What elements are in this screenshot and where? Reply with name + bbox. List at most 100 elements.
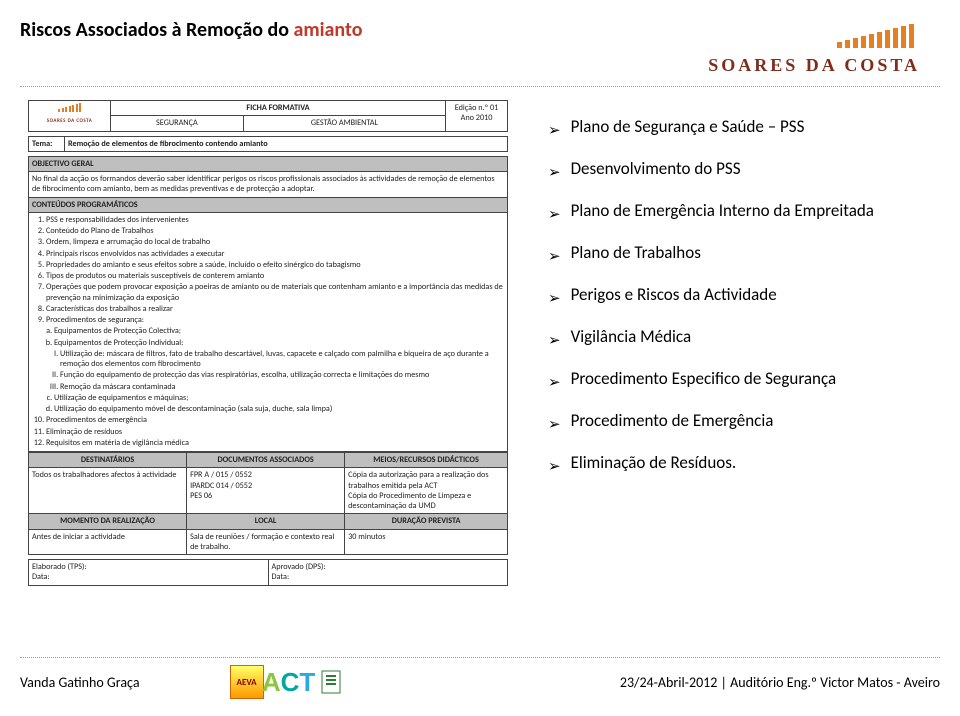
list-item: Tipos de produtos ou materiais susceptív… [46, 271, 504, 281]
meio-item: Cópia do Procedimento de Limpeza e desco… [348, 491, 471, 511]
doc-item: PES 06 [190, 491, 212, 501]
list-item: Remoção da máscara contaminada [60, 382, 504, 392]
tiny-logo-text: SOARES DA COSTA [47, 118, 93, 124]
bullet-item: ➢ Procedimento Especifico de Segurança [548, 362, 928, 398]
list-item: Utilização do equipamento móvel de desco… [54, 404, 504, 414]
list-item: Características dos trabalhos a realizar [46, 304, 504, 314]
soares-da-costa-logo: SOARES DA COSTA [660, 22, 920, 76]
list-item: Equipamentos de Protecção Individual: [54, 338, 504, 348]
list-item: Utilização de: máscara de filtros, fato … [60, 349, 504, 370]
header: Riscos Associados à Remoção do amianto S… [20, 18, 940, 78]
logo-bars-icon [837, 22, 914, 48]
list-item: Procedimentos de segurança: [46, 315, 504, 325]
list-item: Procedimentos de emergência [46, 415, 504, 425]
chevron-icon: ➢ [548, 116, 561, 146]
list-item: Utilização de equipamentos e máquinas; [54, 393, 504, 403]
bullet-item: ➢ Procedimento de Emergência [548, 404, 928, 440]
list-item: Ordem, limpeza e arrumação do local de t… [46, 237, 504, 247]
bullet-list: ➢Plano de Segurança e Saúde – PSS ➢Desen… [548, 110, 928, 488]
list-item: Principais riscos envolvidos nas activid… [46, 249, 504, 259]
bullet-text: Plano de Emergência Interno da Empreitad… [571, 194, 874, 228]
chevron-icon: ➢ [548, 368, 561, 398]
bullet-item: ➢Plano de Trabalhos [548, 236, 928, 272]
objectivo-title: OBJECTIVO GERAL [29, 156, 508, 171]
elaborado: Elaborado (TPS):Data: [29, 560, 269, 586]
seguranca-label: SEGURANÇA [111, 116, 244, 131]
title-prefix: Riscos Associados à Remoção do [20, 18, 294, 42]
meios-title: MEIOS/RECURSOS DIDÁCTICOS [345, 453, 508, 468]
list-item: PSS e responsabilidades dos intervenient… [46, 215, 504, 225]
bullet-text: Procedimento Especifico de Segurança [571, 362, 837, 396]
page-title: Riscos Associados à Remoção do amianto [20, 18, 362, 42]
form-header-table: SOARES DA COSTA FICHA FORMATIVA Edição n… [28, 100, 508, 132]
bullet-item: ➢Plano de Segurança e Saúde – PSS [548, 110, 928, 146]
ficha-title: FICHA FORMATIVA [111, 101, 446, 116]
dest-text: Todos os trabalhadores afectos à activid… [29, 468, 187, 514]
chevron-icon: ➢ [548, 326, 561, 356]
aprov-label: Aprovado (DPS): [272, 562, 326, 572]
bullet-text: Procedimento de Emergência [571, 404, 774, 438]
bullet-text: Vigilância Médica [571, 320, 692, 354]
conteudos-list-2: Procedimentos de emergência Eliminação d… [32, 415, 504, 448]
ficha-formativa-sheet: SOARES DA COSTA FICHA FORMATIVA Edição n… [28, 100, 508, 586]
bullet-item: ➢Desenvolvimento do PSS [548, 152, 928, 188]
objectivo-text: No final da acção os formandos deverão s… [29, 172, 508, 198]
meio-item: Cópia da autorização para a realização d… [348, 470, 488, 490]
chevron-icon: ➢ [548, 452, 561, 482]
ua-logo-icon [314, 665, 348, 699]
data-label: Data: [32, 572, 50, 582]
act-logo-icon: ACT [272, 665, 306, 699]
chevron-icon: ➢ [548, 200, 561, 230]
aeva-logo-icon: AEVA [230, 665, 264, 699]
tema-label: Tema: [29, 136, 65, 151]
sublist-roman: Utilização de: máscara de filtros, fato … [32, 349, 504, 392]
list-item: Requisitos em matéria de vigilância médi… [46, 438, 504, 448]
bullet-text: Eliminação de Resíduos. [571, 446, 737, 480]
chevron-icon: ➢ [548, 284, 561, 314]
footer-date-venue: 23/24-Abril-2012 | Auditório Eng.º Victo… [620, 674, 940, 691]
list-item: Propriedades do amianto e seus efeitos s… [46, 260, 504, 270]
conteudos-list: PSS e responsabilidades dos intervenient… [32, 215, 504, 326]
footer-logos: AEVA ACT [230, 665, 348, 699]
tema-text: Remoção de elementos de fibrocimento con… [65, 136, 508, 151]
list-item: Conteúdo do Plano de Trabalhos [46, 226, 504, 236]
dur-text: 30 minutos [345, 529, 508, 555]
dur-title: DURAÇÃO PREVISTA [345, 514, 508, 529]
footer: Vanda Gatinho Graça AEVA ACT 23/24-Abril… [20, 662, 940, 702]
local-title: LOCAL [187, 514, 345, 529]
conteudos-title: CONTEÚDOS PROGRAMÁTICOS [29, 197, 508, 212]
aprovado: Aprovado (DPS):Data: [268, 560, 508, 586]
doc-item: FPR A / 015 / 0552 [190, 470, 252, 480]
bullet-text: Desenvolvimento do PSS [571, 152, 741, 186]
momento-text: Antes de iniciar a actividade [29, 529, 187, 555]
momento-title: MOMENTO DA REALIZAÇÃO [29, 514, 187, 529]
title-highlight: amianto [294, 18, 363, 42]
chevron-icon: ➢ [548, 410, 561, 440]
logo-text: SOARES DA COSTA [660, 55, 920, 76]
elab-label: Elaborado (TPS): [32, 562, 87, 572]
bullet-item: ➢ Eliminação de Resíduos. [548, 446, 928, 482]
bullet-item: ➢ Plano de Emergência Interno da Empreita… [548, 194, 928, 230]
edicao: Edição n.º 01 [455, 103, 499, 113]
data-label: Data: [272, 572, 290, 582]
bullet-text: Perigos e Riscos da Actividade [571, 278, 777, 312]
bullet-item: ➢ Perigos e Riscos da Actividade [548, 278, 928, 314]
divider-bottom [20, 657, 940, 658]
list-item: Eliminação de resíduos [46, 427, 504, 437]
bullet-item: ➢ Vigilância Médica [548, 320, 928, 356]
docs-title: DOCUMENTOS ASSOCIADOS [187, 453, 345, 468]
doc-item: IPARDC 014 / 0552 [190, 481, 252, 491]
ano: Ano 2010 [461, 113, 493, 123]
footer-author: Vanda Gatinho Graça [20, 674, 140, 691]
conteudos-body: PSS e responsabilidades dos intervenient… [29, 212, 508, 451]
local-text: Sala de reuniões / formação e contexto r… [187, 529, 345, 555]
divider-top [20, 86, 940, 87]
chevron-icon: ➢ [548, 242, 561, 272]
list-item: Equipamentos de Protecção Colectiva; [54, 326, 504, 336]
meios-text: Cópia da autorização para a realização d… [345, 468, 508, 514]
list-item: Operações que podem provocar exposição a… [46, 282, 504, 303]
sublist-a: Equipamentos de Protecção Colectiva; Equ… [32, 326, 504, 348]
tiny-logo-bars-icon [58, 103, 81, 112]
list-item: Função do equipamento de protecção das v… [60, 370, 504, 380]
docs-text: FPR A / 015 / 0552 IPARDC 014 / 0552 PES… [187, 468, 345, 514]
